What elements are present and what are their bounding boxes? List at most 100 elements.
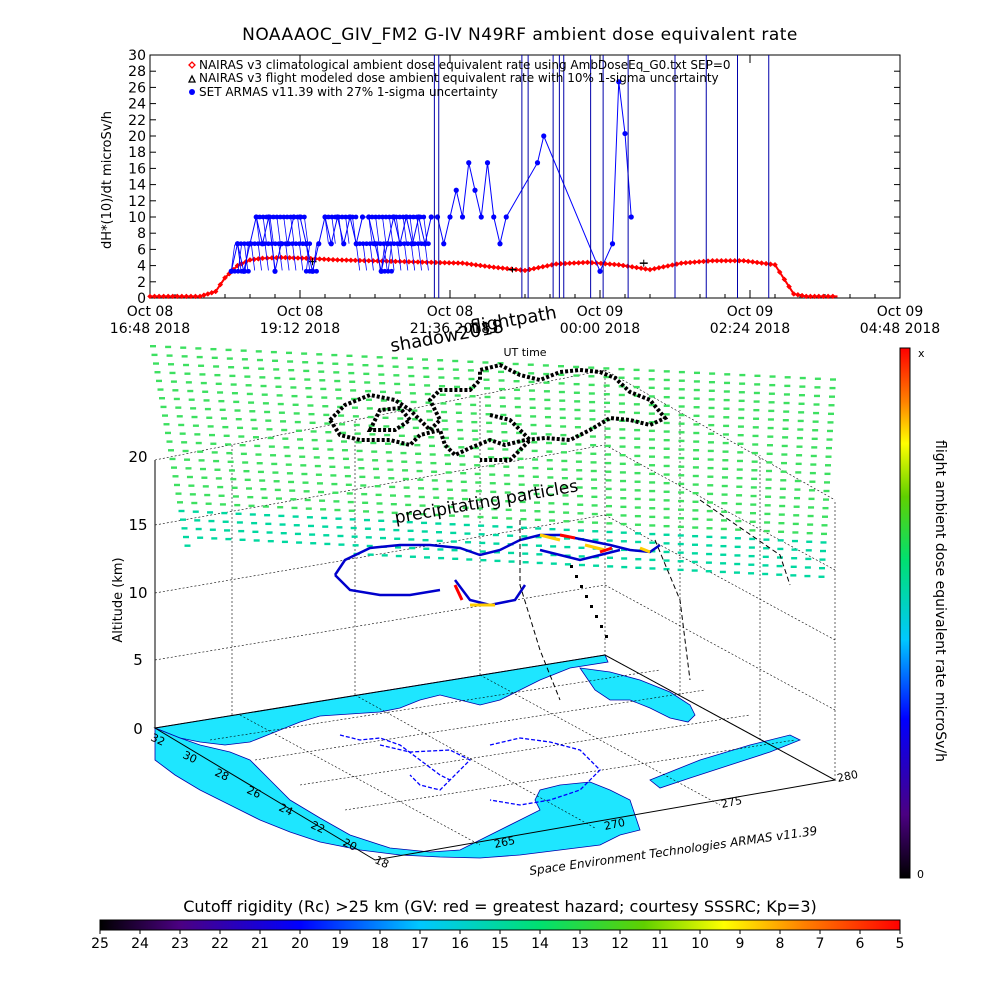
ambient-dose-cell xyxy=(513,388,520,392)
series-armas-line-segment xyxy=(397,243,402,271)
ambient-dose-cell xyxy=(520,509,527,512)
ambient-dose-cell xyxy=(437,548,444,551)
ambient-dose-cell xyxy=(335,388,342,391)
ambient-dose-cell xyxy=(239,443,246,447)
ambient-dose-cell xyxy=(819,566,825,570)
ambient-dose-cell xyxy=(549,519,556,522)
series-armas-line-segment xyxy=(388,216,394,244)
ambient-dose-cell xyxy=(634,454,641,458)
ambient-dose-cell xyxy=(484,387,491,390)
ambient-dose-cell xyxy=(416,469,423,473)
ambient-dose-cell xyxy=(735,528,742,531)
ambient-dose-cell xyxy=(706,544,713,547)
series-armas-point xyxy=(390,214,396,220)
ambient-dose-cell xyxy=(186,475,193,479)
ambient-dose-cell xyxy=(515,414,522,417)
latitude-tick-label: 30 xyxy=(181,748,199,766)
ambient-dose-cell xyxy=(358,467,365,470)
ambient-dose-cell xyxy=(259,376,266,379)
series-armas-point xyxy=(359,214,366,220)
ambient-dose-cell xyxy=(521,543,528,547)
ambient-dose-cell xyxy=(412,426,419,430)
ambient-dose-cell xyxy=(649,567,656,570)
ambient-dose-cell xyxy=(314,464,321,468)
ambient-dose-cell xyxy=(202,485,209,488)
ambient-dose-cell xyxy=(202,390,209,393)
ambient-dose-cell xyxy=(663,542,670,545)
ambient-dose-cell xyxy=(163,423,170,426)
ambient-dose-cell xyxy=(722,433,729,436)
ambient-dose-cell xyxy=(343,466,350,469)
flightpath-3d-panel: 0 5 10 15 20 Altitude (km) 32 30 28 26 24 22 2… xyxy=(111,302,948,881)
ambient-dose-cell xyxy=(194,433,201,436)
series-armas-point xyxy=(307,268,313,274)
ambient-dose-cell xyxy=(224,529,231,532)
ambient-dose-cell xyxy=(824,481,830,484)
ambient-dose-cell xyxy=(620,488,627,491)
cutoff-tick-label: 11 xyxy=(651,936,669,952)
ambient-dose-cell xyxy=(618,367,625,371)
ambient-dose-cell xyxy=(721,519,728,522)
ambient-dose-cell xyxy=(251,521,258,525)
ambient-dose-cell xyxy=(238,529,245,533)
ambient-dose-cell xyxy=(678,456,685,460)
ambient-dose-cell xyxy=(724,373,731,376)
ambient-dose-cell xyxy=(794,496,801,500)
ambient-dose-cell xyxy=(678,465,685,468)
ambient-dose-cell xyxy=(469,386,476,389)
ambient-dose-cell xyxy=(735,519,742,523)
series-armas-line-segment xyxy=(305,244,311,272)
ambient-dose-cell xyxy=(663,490,670,493)
ambient-dose-cell xyxy=(181,441,188,444)
ambient-dose-cell xyxy=(215,477,222,480)
series-armas-point xyxy=(266,241,271,247)
ambient-dose-cell xyxy=(308,412,315,416)
ambient-dose-cell xyxy=(620,497,627,500)
ambient-dose-cell xyxy=(677,517,684,520)
ambient-dose-cell xyxy=(458,446,465,449)
ambient-dose-cell xyxy=(529,397,536,401)
ambient-dose-cell xyxy=(663,550,670,554)
series-armas-line-segment xyxy=(369,243,374,271)
ambient-dose-cell xyxy=(678,508,684,511)
ambient-dose-cell xyxy=(766,452,773,456)
ambient-dose-cell xyxy=(573,374,580,377)
ambient-dose-cell xyxy=(784,384,791,388)
ambient-dose-cell xyxy=(289,489,296,492)
cutoff-tick-label: 15 xyxy=(491,936,509,952)
ambient-dose-cell xyxy=(633,394,640,397)
ambient-dose-cell xyxy=(217,485,224,489)
ambient-dose-cell xyxy=(411,409,418,412)
ambient-dose-cell xyxy=(564,563,571,566)
ambient-dose-cell xyxy=(379,382,386,385)
ambient-dose-cell xyxy=(574,426,581,429)
ambient-dose-cell xyxy=(316,482,323,485)
ambient-dose-cell xyxy=(402,477,409,481)
ambient-dose-cell xyxy=(692,466,699,469)
ambient-dose-cell xyxy=(208,519,215,523)
ambient-dose-cell xyxy=(183,363,190,367)
ambient-dose-cell xyxy=(441,419,448,422)
ambient-dose-cell xyxy=(395,554,402,558)
ambient-dose-cell xyxy=(782,427,789,430)
ambient-dose-cell xyxy=(309,533,316,536)
ambient-dose-cell xyxy=(288,368,295,372)
ambient-dose-cell xyxy=(813,394,820,398)
ambient-dose-cell xyxy=(239,538,246,541)
y-tick-label: 0 xyxy=(137,291,146,307)
ambient-dose-cell xyxy=(293,412,300,415)
series-armas-point xyxy=(279,241,285,247)
series-climatological-point xyxy=(325,256,332,263)
ambient-dose-cell xyxy=(351,406,358,409)
ambient-dose-cell xyxy=(196,355,203,359)
ambient-dose-cell xyxy=(433,496,440,499)
ambient-dose-cell xyxy=(591,495,598,499)
ambient-dose-cell xyxy=(604,427,611,430)
ambient-dose-cell xyxy=(706,552,713,556)
series-armas-line-segment xyxy=(424,243,429,271)
series-climatological-point xyxy=(251,256,258,263)
ambient-dose-cell xyxy=(733,571,740,574)
ambient-dose-cell xyxy=(764,521,771,524)
ambient-dose-cell xyxy=(405,503,412,507)
